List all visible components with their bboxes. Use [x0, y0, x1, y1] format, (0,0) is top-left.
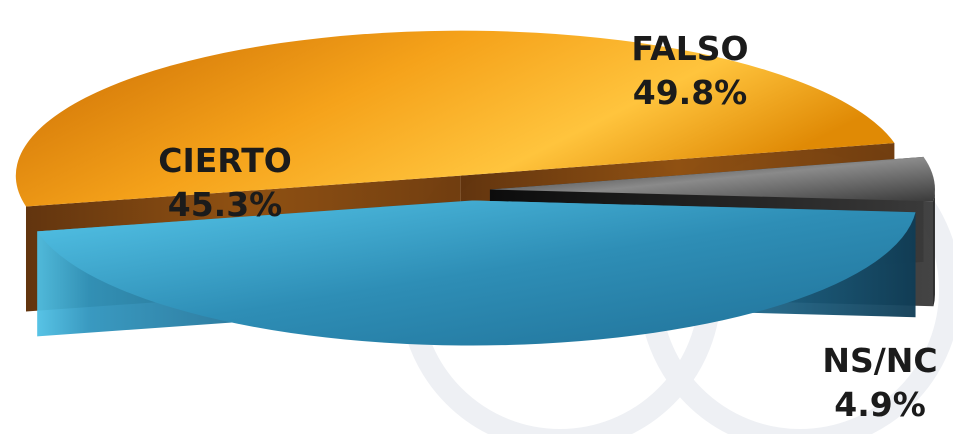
pie-slice-top-nsnc	[489, 156, 935, 202]
pie-label-falso: FALSO 49.8%	[631, 29, 748, 112]
pie-label-value: 4.9%	[834, 385, 926, 424]
pie-slice-side-nsnc	[933, 189, 935, 307]
pie-label-category: FALSO	[631, 29, 748, 68]
pie-slices	[15, 30, 935, 346]
pie-label-value: 49.8%	[633, 73, 748, 112]
pie-slice-cierto	[37, 200, 916, 346]
pie-slice-top-falso	[15, 30, 895, 207]
pie-label-value: 45.3%	[168, 185, 283, 224]
pie-label-cierto: CIERTO 45.3%	[158, 141, 292, 224]
pie-labels: FALSO 49.8% NS/NC 4.9% CIERTO 45.3%	[158, 29, 937, 424]
pie-label-category: CIERTO	[158, 141, 292, 180]
pie-slice-top-cierto	[37, 200, 916, 346]
pie-label-category: NS/NC	[822, 341, 937, 380]
pie-label-nsnc: NS/NC 4.9%	[822, 341, 937, 424]
